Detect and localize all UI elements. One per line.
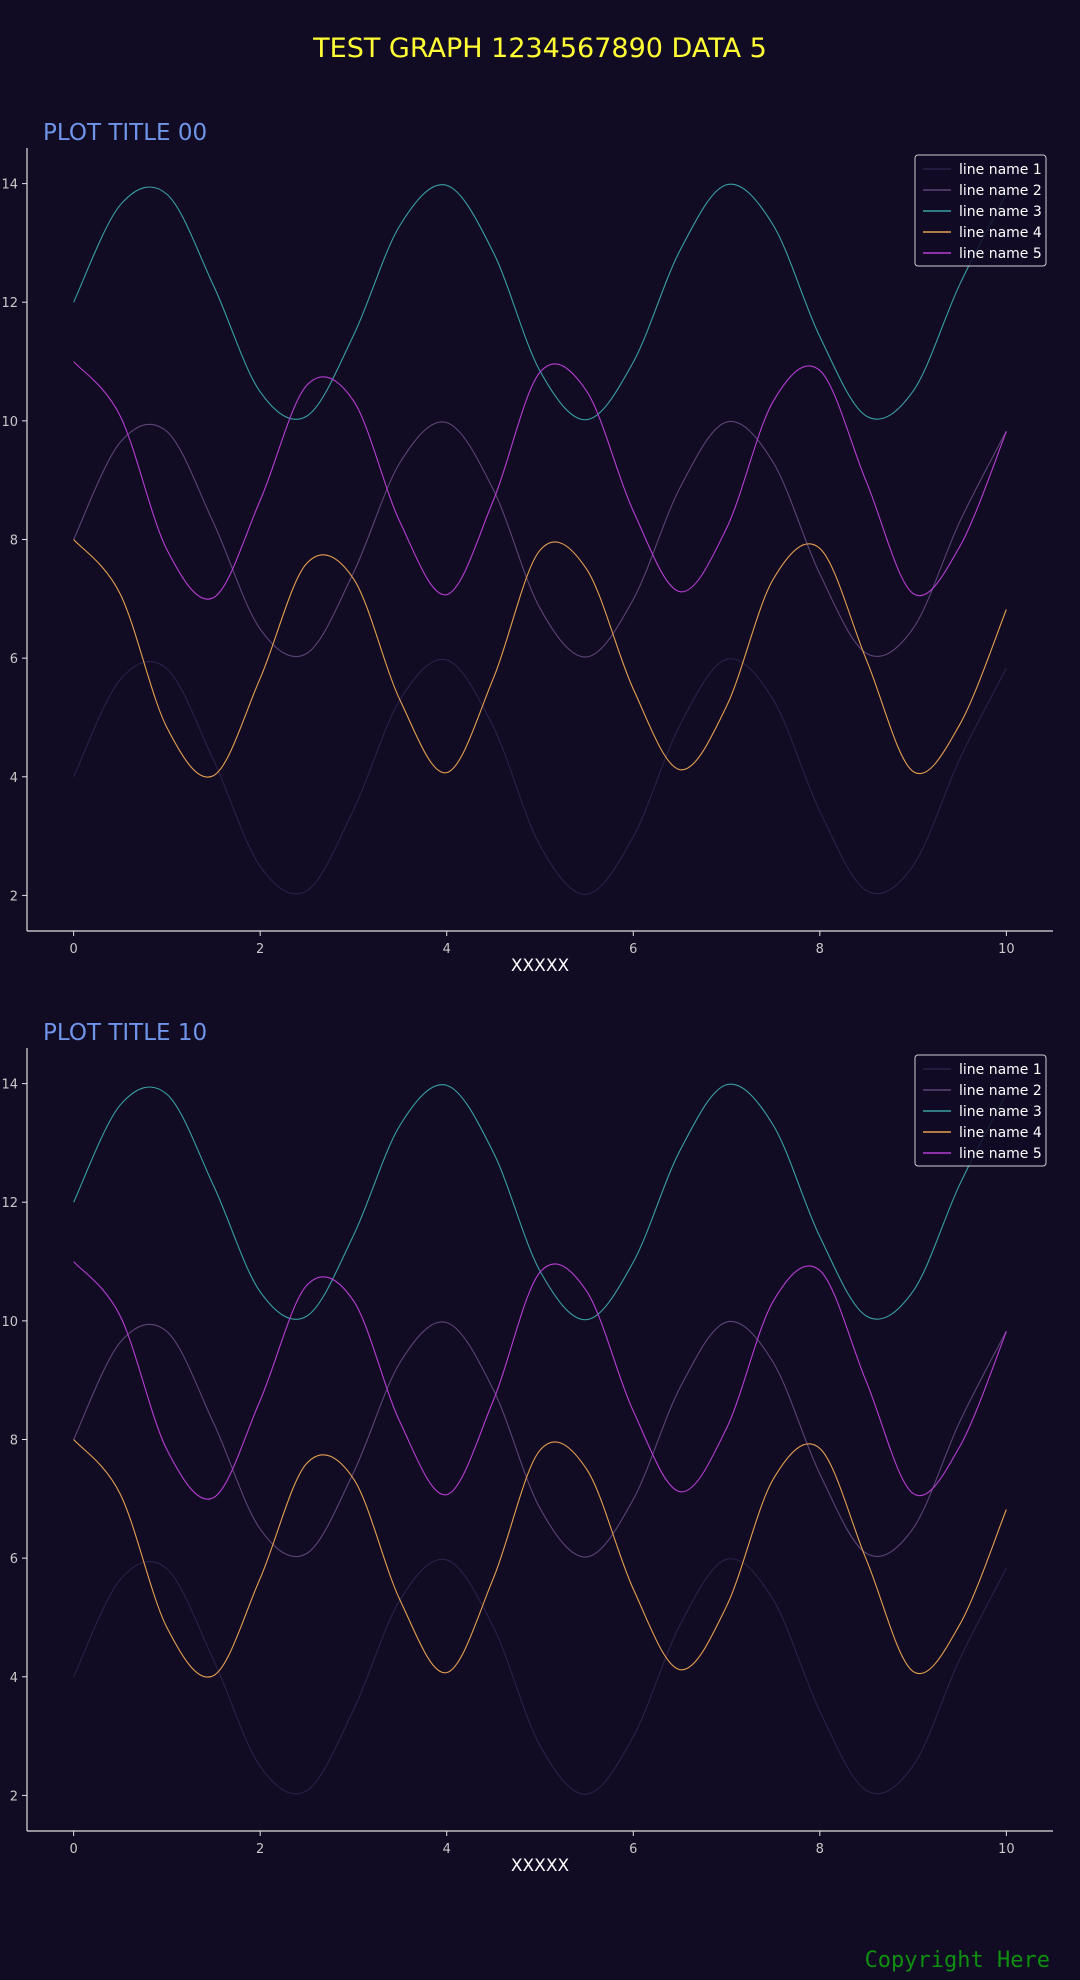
legend-label: line name 3 — [959, 204, 1042, 220]
x-tick-label: 0 — [69, 942, 77, 957]
legend-label: line name 1 — [959, 162, 1042, 178]
x-tick-label: 10 — [998, 942, 1015, 957]
legend-label: line name 4 — [959, 225, 1042, 241]
y-tick-label: 6 — [10, 1552, 18, 1567]
y-tick-label: 2 — [10, 1789, 18, 1804]
y-tick-label: 8 — [10, 1434, 18, 1449]
y-tick-label: 12 — [1, 1196, 18, 1211]
y-tick-label: 8 — [10, 534, 18, 549]
y-tick-label: 12 — [1, 296, 18, 311]
legend-label: line name 5 — [959, 1146, 1042, 1162]
series-line-4 — [73, 1439, 1007, 1678]
x-tick-label: 6 — [629, 942, 637, 957]
legend: line name 1 line name 2 line name 3 line na… — [914, 154, 1047, 267]
y-tick-label: 14 — [1, 1078, 18, 1093]
subplot-1: PLOT TITLE 10 0 2 4 6 8 10 2 4 6 8 10 12 14 XXXXX line … — [1, 1020, 1053, 1876]
y-tick-label: 2 — [10, 889, 18, 904]
series-line-3 — [73, 1083, 1007, 1321]
legend-label: line name 1 — [959, 1062, 1042, 1078]
x-tick-label: 4 — [443, 942, 451, 957]
y-tick-label: 6 — [10, 652, 18, 667]
legend-box — [914, 1054, 1047, 1167]
legend-label: line name 2 — [959, 1083, 1042, 1099]
legend: line name 1 line name 2 line name 3 line na… — [914, 1054, 1047, 1167]
x-tick-label: 2 — [256, 942, 264, 957]
x-tick-label: 6 — [629, 1842, 637, 1857]
legend-label: line name 3 — [959, 1104, 1042, 1120]
x-axis-label: XXXXX — [511, 1856, 570, 1876]
y-tick-label: 10 — [1, 1315, 18, 1330]
y-tick-label: 14 — [1, 178, 18, 193]
series-line-4 — [73, 539, 1007, 778]
x-tick-label: 2 — [256, 1842, 264, 1857]
legend-box — [914, 154, 1047, 267]
x-tick-label: 10 — [998, 1842, 1015, 1857]
y-tick-label: 4 — [10, 771, 18, 786]
series-line-2 — [73, 1320, 1007, 1558]
series-line-3 — [73, 183, 1007, 421]
x-axis-label: XXXXX — [511, 956, 570, 976]
series-line-1 — [73, 658, 1007, 895]
legend-label: line name 2 — [959, 183, 1042, 199]
y-tick-label: 4 — [10, 1671, 18, 1686]
series-line-5 — [73, 361, 1007, 600]
legend-label: line name 4 — [959, 1125, 1042, 1141]
series-line-1 — [73, 1558, 1007, 1795]
subplot-title: PLOT TITLE 10 — [43, 1020, 207, 1046]
subplot-0: PLOT TITLE 00 0 2 4 6 8 10 2 4 6 8 10 12 14 XXXXX line … — [1, 120, 1053, 976]
x-tick-label: 8 — [816, 1842, 824, 1857]
chart-main-title: TEST GRAPH 1234567890 DATA 5 — [313, 33, 767, 64]
legend-label: line name 5 — [959, 246, 1042, 262]
y-tick-label: 10 — [1, 415, 18, 430]
subplot-title: PLOT TITLE 00 — [43, 120, 207, 146]
series-line-5 — [73, 1261, 1007, 1500]
series-line-2 — [73, 420, 1007, 658]
x-tick-label: 4 — [443, 1842, 451, 1857]
x-tick-label: 0 — [69, 1842, 77, 1857]
x-tick-label: 8 — [816, 942, 824, 957]
copyright-text: Copyright Here — [864, 1948, 1050, 1973]
